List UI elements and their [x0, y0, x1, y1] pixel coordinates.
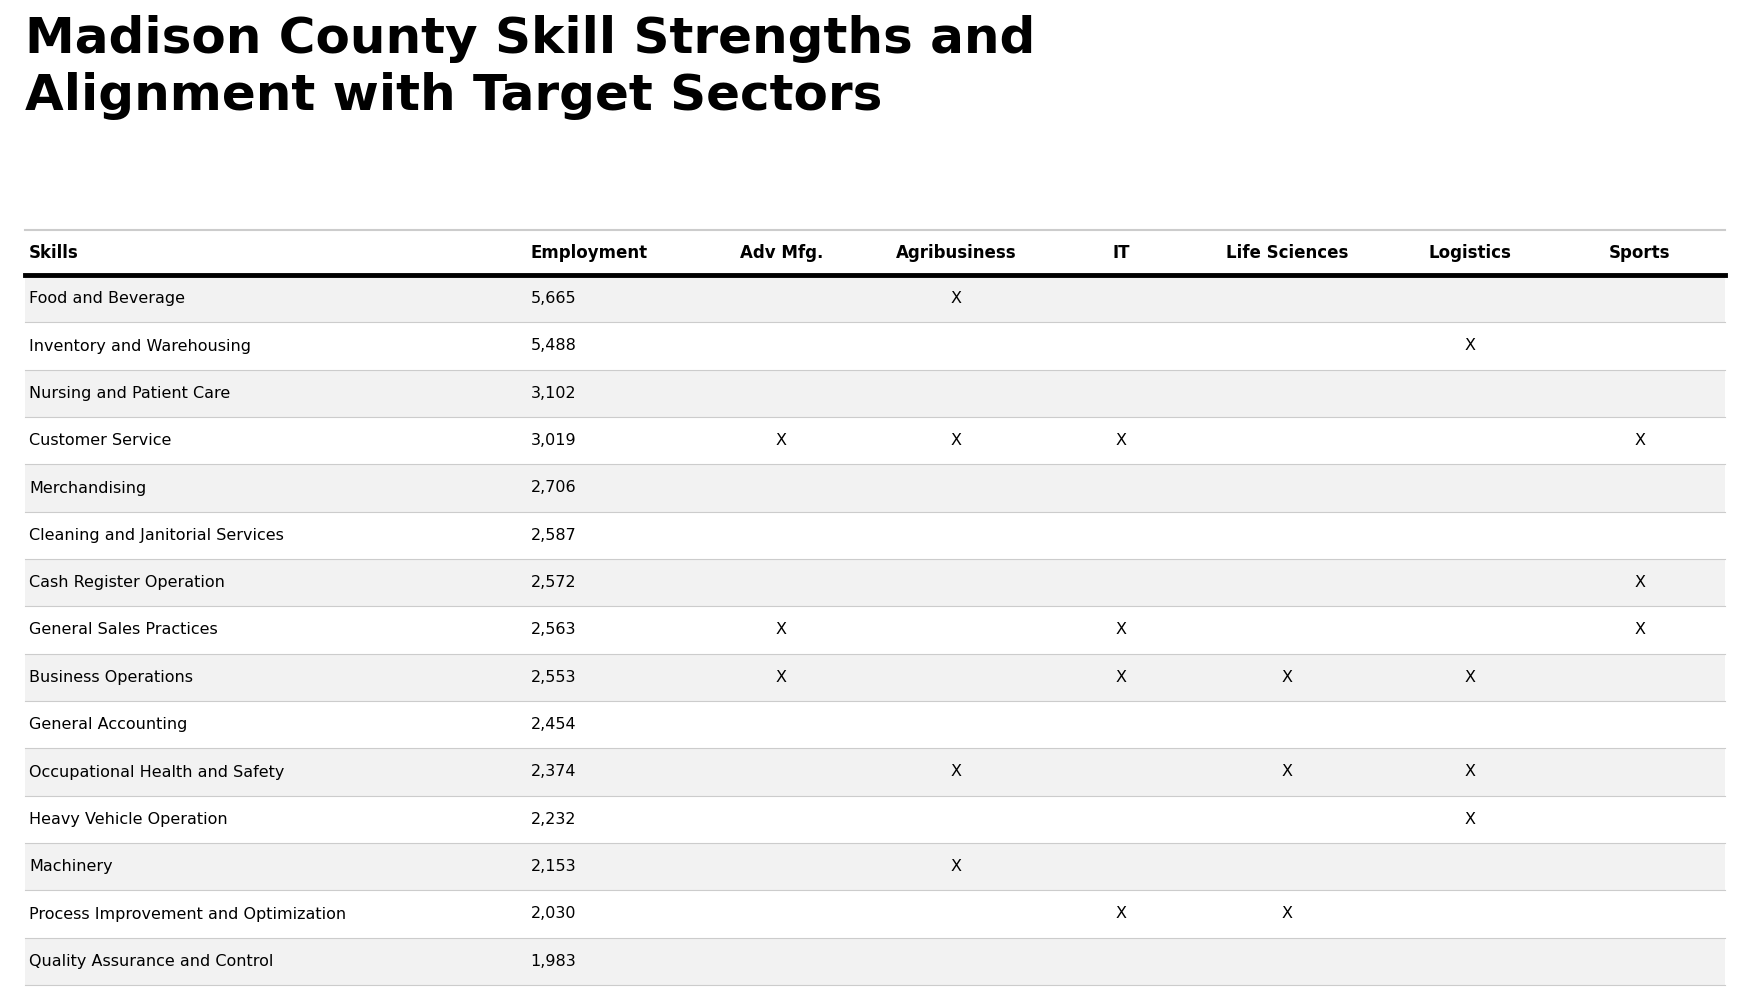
Text: 1,983: 1,983: [530, 954, 576, 969]
Text: X: X: [950, 291, 961, 306]
Text: Merchandising: Merchandising: [30, 481, 147, 495]
Text: X: X: [950, 433, 961, 448]
Text: Life Sciences: Life Sciences: [1227, 243, 1349, 261]
Text: 2,563: 2,563: [530, 622, 576, 638]
Text: IT: IT: [1113, 243, 1130, 261]
Text: General Sales Practices: General Sales Practices: [30, 622, 217, 638]
Text: Employment: Employment: [530, 243, 648, 261]
Text: Machinery: Machinery: [30, 859, 112, 874]
Text: 5,665: 5,665: [530, 291, 576, 306]
Text: X: X: [1116, 670, 1127, 685]
Text: Cash Register Operation: Cash Register Operation: [30, 575, 224, 590]
Text: Heavy Vehicle Operation: Heavy Vehicle Operation: [30, 812, 228, 827]
Text: 3,019: 3,019: [530, 433, 576, 448]
Text: 2,572: 2,572: [530, 575, 576, 590]
Text: Agribusiness: Agribusiness: [896, 243, 1017, 261]
Text: X: X: [1465, 812, 1475, 827]
Text: X: X: [1634, 433, 1645, 448]
Text: X: X: [1281, 670, 1293, 685]
Text: X: X: [1116, 907, 1127, 922]
Text: Inventory and Warehousing: Inventory and Warehousing: [30, 338, 250, 354]
Text: 2,587: 2,587: [530, 528, 576, 543]
Text: X: X: [1634, 622, 1645, 638]
Text: X: X: [950, 764, 961, 780]
Text: Occupational Health and Safety: Occupational Health and Safety: [30, 764, 284, 780]
Text: 2,454: 2,454: [530, 717, 576, 732]
Text: 2,553: 2,553: [530, 670, 576, 685]
Text: Logistics: Logistics: [1428, 243, 1512, 261]
Text: Cleaning and Janitorial Services: Cleaning and Janitorial Services: [30, 528, 284, 543]
Text: X: X: [1465, 338, 1475, 354]
Text: General Accounting: General Accounting: [30, 717, 187, 732]
Text: X: X: [1281, 764, 1293, 780]
Text: X: X: [775, 433, 788, 448]
Text: Nursing and Patient Care: Nursing and Patient Care: [30, 386, 231, 401]
Text: 3,102: 3,102: [530, 386, 576, 401]
Text: X: X: [775, 670, 788, 685]
Text: 2,153: 2,153: [530, 859, 576, 874]
Text: Business Operations: Business Operations: [30, 670, 192, 685]
Text: X: X: [1465, 670, 1475, 685]
Text: Adv Mfg.: Adv Mfg.: [740, 243, 822, 261]
Text: 2,706: 2,706: [530, 481, 576, 495]
Text: Customer Service: Customer Service: [30, 433, 172, 448]
Text: Quality Assurance and Control: Quality Assurance and Control: [30, 954, 273, 969]
Text: 2,374: 2,374: [530, 764, 576, 780]
Text: Food and Beverage: Food and Beverage: [30, 291, 186, 306]
Text: X: X: [1281, 907, 1293, 922]
Text: X: X: [1116, 622, 1127, 638]
Text: 2,232: 2,232: [530, 812, 576, 827]
Text: Madison County Skill Strengths and
Alignment with Target Sectors: Madison County Skill Strengths and Align…: [24, 15, 1036, 120]
Text: 2,030: 2,030: [530, 907, 576, 922]
Text: Process Improvement and Optimization: Process Improvement and Optimization: [30, 907, 346, 922]
Text: X: X: [1465, 764, 1475, 780]
Text: X: X: [950, 859, 961, 874]
Text: Sports: Sports: [1610, 243, 1671, 261]
Text: X: X: [1116, 433, 1127, 448]
Text: Skills: Skills: [30, 243, 79, 261]
Text: 5,488: 5,488: [530, 338, 576, 354]
Text: X: X: [1634, 575, 1645, 590]
Text: X: X: [775, 622, 788, 638]
